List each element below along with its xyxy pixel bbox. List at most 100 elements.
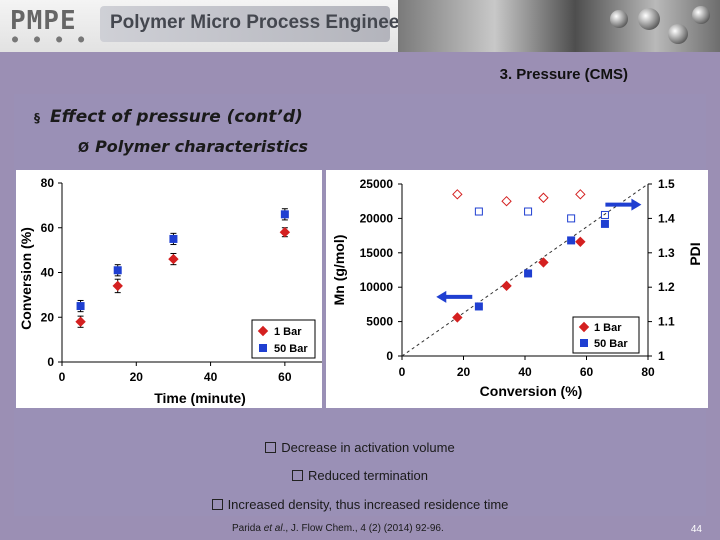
bullet-marker: § bbox=[34, 111, 40, 125]
data-point-1-bar bbox=[75, 316, 86, 327]
logo-dots: ● ● ● ● bbox=[12, 34, 90, 45]
microsphere-image bbox=[668, 24, 688, 44]
y-tick-label: 25000 bbox=[360, 177, 394, 191]
chart1-background bbox=[16, 170, 322, 408]
x-axis-title: Conversion (%) bbox=[480, 383, 583, 399]
checkbox-bullet-icon bbox=[265, 442, 277, 453]
y2-tick-label: 1.3 bbox=[658, 246, 675, 260]
y-axis-title: Conversion (%) bbox=[18, 227, 34, 330]
data-point-50-bar-pdi bbox=[600, 210, 609, 219]
note-activation-volume: Decrease in activation volume bbox=[0, 440, 720, 455]
page-number: 44 bbox=[690, 524, 702, 535]
y-tick-label: 0 bbox=[386, 349, 393, 363]
data-point-50-bar-pdi bbox=[474, 207, 483, 216]
x-tick-label: 80 bbox=[641, 365, 655, 379]
legend-marker bbox=[259, 344, 267, 352]
slide-header: PMPE ● ● ● ● Polymer Micro Process Engin… bbox=[0, 0, 720, 52]
y-tick-label: 0 bbox=[47, 355, 54, 369]
citation-italic: et al bbox=[263, 523, 283, 534]
y2-axis-title: PDI bbox=[687, 242, 703, 265]
x-tick-label: 40 bbox=[204, 370, 218, 384]
data-point-1-bar-pdi bbox=[538, 192, 549, 203]
data-point-1-bar bbox=[538, 257, 549, 268]
data-point-50-bar-pdi bbox=[567, 214, 576, 223]
data-point-50-bar bbox=[76, 302, 85, 311]
y-axis-title: Mn (g/mol) bbox=[331, 235, 347, 306]
legend-marker bbox=[580, 339, 588, 347]
bullet-heading: § Effect of pressure (cont’d) bbox=[34, 107, 303, 127]
note-reduced-termination: Reduced termination bbox=[0, 468, 720, 483]
y2-tick-label: 1.2 bbox=[658, 280, 675, 294]
legend-label: 50 Bar bbox=[274, 343, 308, 355]
sub-bullet-marker: Ø bbox=[78, 141, 90, 156]
conversion-time-chart: 0 20 40 60 80 0 20 40 60 Time (minute) Conversion … bbox=[18, 176, 322, 406]
note-increased-density: Increased density, thus increased reside… bbox=[0, 497, 720, 512]
note-text: Increased density, thus increased reside… bbox=[227, 497, 509, 512]
data-point-50-bar bbox=[600, 219, 609, 228]
y-tick-label: 40 bbox=[41, 266, 55, 280]
y-tick-label: 80 bbox=[41, 176, 55, 190]
data-point-1-bar bbox=[452, 312, 463, 323]
data-point-50-bar bbox=[169, 234, 178, 243]
data-point-50-bar bbox=[567, 236, 576, 245]
section-title: 3. Pressure (CMS) bbox=[499, 66, 628, 83]
y-tick-label: 20000 bbox=[360, 211, 394, 225]
pmpe-logo: PMPE bbox=[10, 6, 77, 36]
chart2-background bbox=[326, 170, 708, 408]
citation-pre: Parida bbox=[232, 523, 264, 534]
y-tick-label: 10000 bbox=[360, 280, 394, 294]
legend-label: 1 Bar bbox=[274, 326, 302, 338]
note-text: Reduced termination bbox=[308, 468, 428, 483]
data-point-1-bar-pdi bbox=[452, 189, 463, 200]
header-banner: Polymer Micro Process Engineering bbox=[100, 6, 435, 42]
y2-tick-label: 1.4 bbox=[658, 211, 675, 225]
y2-tick-label: 1.1 bbox=[658, 315, 675, 329]
legend-label: 1 Bar bbox=[594, 322, 622, 334]
legend-marker bbox=[257, 325, 269, 337]
data-point-50-bar-pdi bbox=[524, 207, 533, 216]
y2-tick-label: 1 bbox=[658, 349, 665, 363]
checkbox-bullet-icon bbox=[211, 499, 223, 510]
data-point-1-bar-pdi bbox=[501, 195, 512, 207]
y-tick-label: 5000 bbox=[366, 315, 393, 329]
legend-marker bbox=[578, 321, 590, 333]
x-tick-label: 60 bbox=[278, 370, 292, 384]
data-point-1-bar bbox=[279, 227, 291, 238]
x-tick-label: 0 bbox=[399, 365, 406, 379]
data-point-1-bar bbox=[112, 280, 123, 292]
data-point-1-bar bbox=[168, 253, 179, 265]
legend-label: 50 Bar bbox=[594, 338, 628, 350]
data-point-1-bar-pdi bbox=[575, 189, 586, 200]
mn-conversion-chart: 0 5000 10000 15000 20000 25000 1 1.1 1.2 1.3 1.4 1.… bbox=[331, 177, 703, 399]
microsphere-image bbox=[692, 6, 710, 24]
x-tick-label: 20 bbox=[457, 365, 471, 379]
citation-post: ., J. Flow Chem., 4 (2) (2014) 92-96. bbox=[282, 523, 444, 534]
x-tick-label: 20 bbox=[130, 370, 144, 384]
arrow-left-icon bbox=[436, 290, 447, 303]
y-tick-label: 20 bbox=[41, 310, 55, 324]
sub-bullet: Ø Polymer characteristics bbox=[78, 137, 308, 156]
data-point-50-bar bbox=[474, 302, 483, 311]
arrow-right-icon bbox=[631, 198, 642, 211]
x-axis-title: Time (minute) bbox=[154, 390, 246, 406]
citation: Parida et al., J. Flow Chem., 4 (2) (201… bbox=[232, 523, 444, 534]
microsphere-image bbox=[638, 8, 660, 30]
header-image-strip bbox=[398, 0, 720, 52]
data-point-1-bar bbox=[501, 280, 512, 292]
data-point-50-bar bbox=[280, 210, 289, 219]
checkbox-bullet-icon bbox=[292, 470, 304, 481]
x-tick-label: 40 bbox=[518, 365, 532, 379]
banner-title: Polymer Micro Process Engineering bbox=[110, 12, 436, 33]
microsphere-image bbox=[610, 10, 628, 28]
y-tick-label: 15000 bbox=[360, 246, 394, 260]
y-tick-label: 60 bbox=[41, 221, 55, 235]
x-tick-label: 60 bbox=[580, 365, 594, 379]
note-text: Decrease in activation volume bbox=[281, 440, 455, 455]
y2-tick-label: 1.5 bbox=[658, 177, 675, 191]
bullet-heading-text: Effect of pressure (cont’d) bbox=[50, 107, 303, 127]
sub-bullet-text: Polymer characteristics bbox=[95, 137, 309, 156]
data-point-50-bar bbox=[524, 269, 533, 278]
data-point-1-bar bbox=[575, 236, 586, 247]
data-point-50-bar bbox=[113, 266, 122, 275]
